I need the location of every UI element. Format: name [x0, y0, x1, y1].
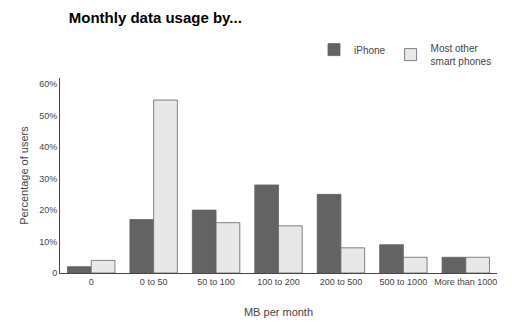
svg-text:0: 0	[52, 268, 57, 278]
svg-text:Monthly data usage by...: Monthly data usage by...	[69, 9, 242, 26]
svg-text:500 to 1000: 500 to 1000	[380, 277, 428, 287]
svg-text:200 to 500: 200 to 500	[320, 277, 363, 287]
svg-text:50%: 50%	[39, 111, 57, 121]
svg-text:MB per month: MB per month	[244, 306, 313, 318]
svg-text:10%: 10%	[39, 237, 57, 247]
svg-text:40%: 40%	[39, 142, 57, 152]
svg-text:0 to 50: 0 to 50	[140, 277, 168, 287]
svg-text:0: 0	[89, 277, 94, 287]
svg-text:Most othersmart phones: Most othersmart phones	[431, 43, 492, 67]
svg-text:iPhone: iPhone	[354, 45, 386, 56]
svg-text:60%: 60%	[39, 79, 57, 89]
svg-text:20%: 20%	[39, 205, 57, 215]
svg-text:100 to 200: 100 to 200	[257, 277, 300, 287]
svg-text:More than 1000: More than 1000	[434, 277, 497, 287]
svg-text:30%: 30%	[39, 174, 57, 184]
svg-text:Percentage of users: Percentage of users	[18, 126, 30, 225]
svg-text:50 to 100: 50 to 100	[197, 277, 235, 287]
